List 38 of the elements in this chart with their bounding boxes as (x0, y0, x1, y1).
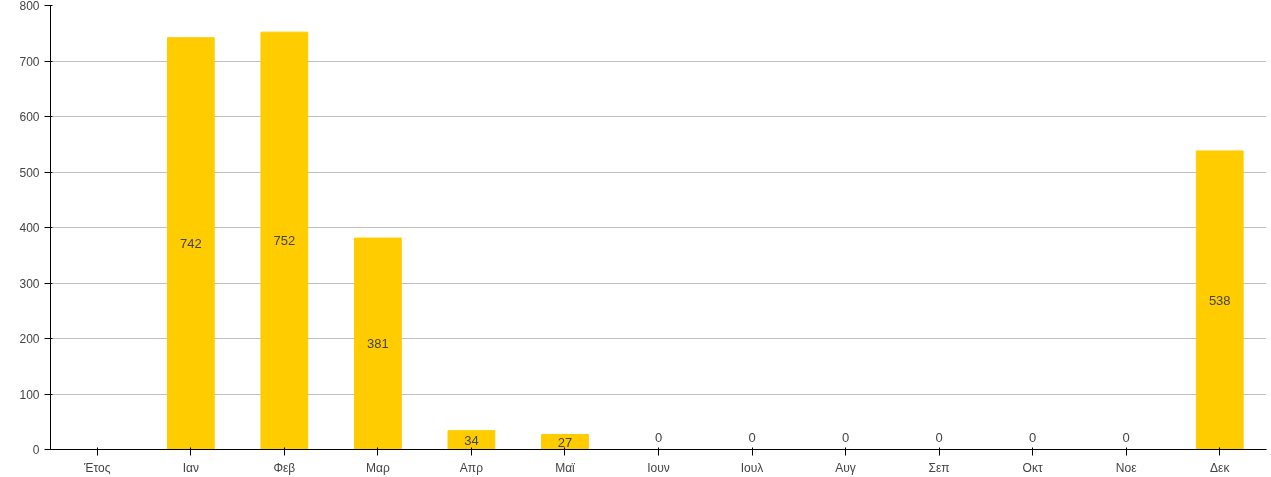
data-label: 34 (464, 432, 479, 448)
data-label: 538 (1208, 292, 1231, 308)
data-label: 0 (654, 430, 663, 445)
x-tick-label: Οκτ (1022, 460, 1043, 475)
x-tick-label: Απρ (459, 460, 484, 475)
y-tick-label: 800 (19, 0, 40, 13)
y-tick-label: 700 (19, 54, 40, 69)
bar (260, 31, 309, 450)
data-label: 742 (179, 236, 202, 252)
x-tick-label: Μαρ (366, 460, 390, 475)
data-label: 0 (935, 430, 943, 445)
y-tick-label: 300 (19, 276, 40, 291)
bar (354, 237, 402, 450)
y-tick-label: 400 (19, 221, 40, 235)
bar (1195, 150, 1244, 450)
x-tick-label: Δεκ (1210, 460, 1231, 475)
x-tick-label: Νοε (1115, 460, 1138, 475)
data-label: 752 (273, 233, 296, 249)
data-label: 381 (367, 336, 389, 352)
x-tick-label: Ιουλ (740, 460, 764, 475)
data-label: 0 (1029, 430, 1037, 445)
x-tick-label: Έτος (83, 460, 111, 475)
x-tick-label: Φεβ (273, 460, 296, 475)
x-tick-label: Μαϊ (555, 460, 576, 475)
data-label: 0 (1122, 430, 1130, 445)
x-tick-label: Σεπ (928, 460, 950, 475)
x-tick-label: Ιαν (182, 460, 199, 475)
data-label: 27 (557, 434, 573, 450)
y-tick-label: 500 (19, 165, 40, 180)
bar (166, 37, 215, 450)
data-label: 0 (841, 430, 850, 445)
data-label: 0 (748, 430, 756, 445)
x-tick-label: Ιουν (647, 460, 670, 475)
y-tick-label: 0 (32, 443, 40, 457)
y-tick-label: 600 (19, 110, 40, 124)
y-tick-label: 100 (19, 387, 40, 402)
x-tick-label: Αυγ (835, 460, 856, 475)
y-tick-label: 200 (19, 332, 40, 346)
